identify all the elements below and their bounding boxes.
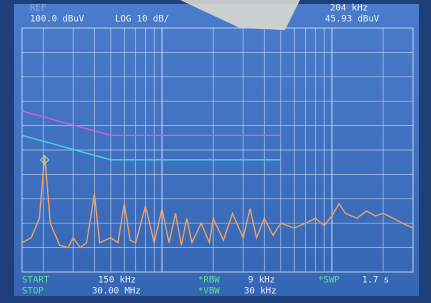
rbw-label: *RBW: [198, 276, 220, 286]
scale: LOG 10 dB/: [115, 15, 169, 25]
start-label: START: [22, 276, 50, 286]
stop: 30.00 MHz: [92, 287, 141, 297]
rbw: 9 kHz: [248, 276, 275, 286]
marker-freq: 204 kHz: [330, 4, 368, 14]
vbw: 30 kHz: [244, 287, 277, 297]
ref-level: 100.0 dBuV: [30, 15, 85, 25]
analyzer-screen: REF 100.0 dBuV LOG 10 dB/ 204 kHz 45.93 …: [0, 0, 431, 299]
swp-label: *SWP: [318, 276, 340, 286]
swp: 1.7 s: [362, 276, 389, 286]
ref-label: REF: [30, 4, 46, 14]
start: 150 kHz: [98, 276, 136, 286]
marker-level: 45.93 dBuV: [325, 15, 380, 25]
vbw-label: *VBW: [198, 287, 220, 297]
stop-label: STOP: [22, 287, 44, 297]
